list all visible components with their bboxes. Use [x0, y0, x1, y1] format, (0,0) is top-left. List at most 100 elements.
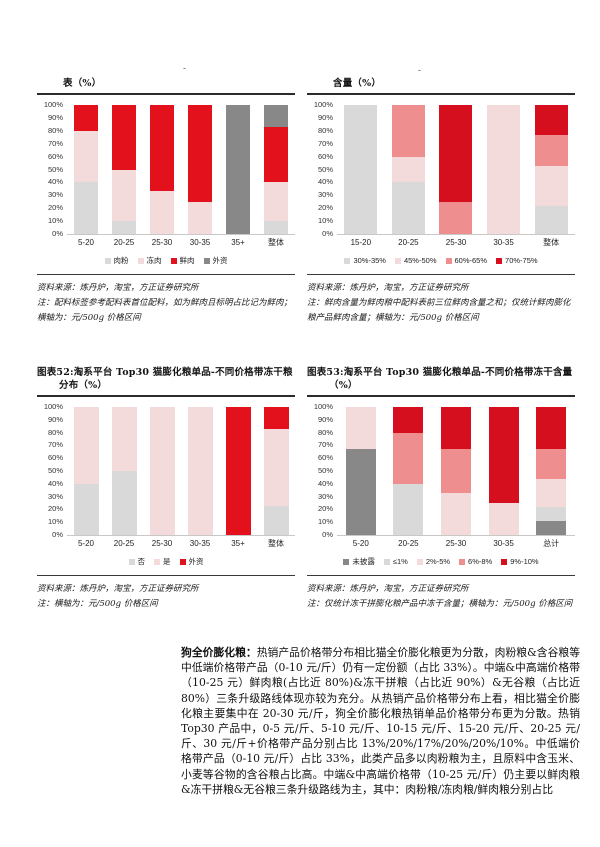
bar-segment [74, 105, 98, 131]
legend-item: 9%-10% [501, 557, 539, 566]
bar-segment [344, 105, 378, 234]
stacked-bar [187, 407, 213, 535]
figure-source: 资料来源：炼丹炉，淘宝，方正证券研究所 [307, 283, 469, 293]
y-tick-label: 10% [317, 517, 333, 527]
bar-segment [111, 471, 137, 535]
bar-segment [439, 201, 473, 234]
y-tick-label: 100% [43, 100, 63, 109]
chart-legend: 未披露 ≤1% 2%-5% 6%-8% 9%-10% [307, 557, 575, 566]
figure-title-rule [37, 93, 295, 95]
y-tick-label: 0% [322, 229, 333, 238]
legend-item: 6%-8% [459, 557, 492, 566]
bar-segment [149, 407, 175, 535]
y-tick-label: 30% [317, 491, 333, 501]
legend-label: 外资 [188, 557, 204, 566]
bar-segment [534, 165, 568, 206]
bar-column [385, 105, 433, 234]
chart-legend: 肉粉 冻肉 鲜肉 外资 [37, 256, 295, 265]
stacked-bar [344, 105, 378, 234]
y-tick-label: 30% [47, 190, 63, 200]
stacked-bar [264, 105, 288, 234]
body-paragraph: 狗全价膨化粮：热销产品价格带分布相比猫全价膨化粮更为分散，肉粉粮&含谷粮等中低端… [181, 645, 580, 797]
y-tick-label: 100% [313, 402, 333, 411]
bar-segment [534, 105, 568, 135]
legend-swatch [459, 558, 466, 565]
y-tick-label: 70% [47, 138, 63, 148]
bar-segment [345, 449, 376, 535]
figure-title: 图表53:淘系平台 Top30 猫膨化粮单品-不同价格带冻干含量（%） [307, 367, 573, 391]
x-category-label: 整体 [268, 539, 284, 548]
legend-item: 70%-75% [496, 256, 538, 265]
y-tick-label: 70% [317, 440, 333, 450]
y-tick-label: 50% [47, 466, 63, 475]
legend-item: 冻肉 [137, 256, 162, 265]
legend-item: 否 [128, 557, 145, 566]
plot-area [337, 407, 575, 536]
bar-column [105, 407, 143, 535]
bar-segment [74, 182, 98, 234]
legend-swatch [104, 257, 111, 264]
figure-note: 注：配料标签参考配料表首位配料，如为鲜肉且标明占比记为鲜肉；横轴为：元/500g… [37, 298, 293, 323]
bar-segment [391, 182, 425, 234]
stacked-bar [73, 407, 99, 535]
bar-segment [112, 105, 136, 170]
legend-item: 鲜肉 [170, 256, 195, 265]
y-tick-label: 60% [317, 453, 333, 463]
bar-column [181, 407, 219, 535]
x-category-label: 15-20 [350, 238, 372, 247]
bar-segment [536, 478, 567, 507]
legend-label: 2%-5% [425, 557, 451, 566]
bar-segment [439, 105, 473, 202]
legend-swatch [445, 257, 452, 264]
x-category-label: 整体 [268, 238, 284, 247]
y-tick-label: 90% [47, 112, 63, 122]
bar-segment [226, 105, 250, 234]
bar-segment [112, 221, 136, 234]
bar-segment [487, 105, 521, 234]
bar-segment [73, 483, 99, 535]
chart-legend: 否 是 外资 [37, 557, 295, 566]
bar-segment [534, 134, 568, 166]
stacked-bar-chart: 0% 10% 20% 30% 40% 50% 60% 70% 80% 90% 100% [37, 101, 295, 238]
legend-item: 45%-50% [394, 256, 437, 265]
legend-swatch [416, 558, 423, 565]
figure-title: 含量（%） [333, 78, 382, 89]
bar-segment [536, 520, 567, 535]
bar-segment [536, 407, 567, 450]
x-category-label: 35+ [231, 539, 245, 548]
bar-column [385, 407, 433, 535]
x-category-label: 30-35 [493, 539, 514, 548]
bar-segment [264, 221, 288, 234]
legend-label: 60%-65% [454, 256, 488, 265]
chart-legend: 30%-35% 45%-50% 60%-65% 70%-75% [307, 256, 575, 265]
legend-label: 肉粉 [113, 256, 129, 265]
stacked-bar [150, 105, 174, 234]
y-tick-label: 40% [47, 478, 63, 488]
x-category-label: 25-30 [445, 539, 467, 548]
figure-title-rule [37, 395, 295, 397]
legend-swatch [170, 257, 177, 264]
figure-note: 注：横轴为：元/500g 价格区间 [37, 599, 158, 609]
stacked-bar [225, 407, 251, 535]
legend-item: 60%-65% [445, 256, 488, 265]
y-tick-label: 90% [317, 414, 333, 424]
bar-column [67, 105, 105, 234]
y-tick-label: 60% [47, 453, 63, 463]
x-category-label: 35+ [231, 238, 245, 247]
x-category-label: 5-20 [77, 539, 94, 548]
bar-column [257, 105, 295, 234]
bar-segment [488, 503, 519, 535]
stacked-bar-chart: 0% 10% 20% 30% 40% 50% 60% 70% 80% 90% 100% [307, 403, 575, 539]
stacked-bar-chart: 0% 10% 20% 30% 40% 50% 60% 70% 80% 90% 100% [307, 101, 575, 238]
plot-area [67, 105, 295, 235]
bar-column [219, 105, 257, 234]
bar-segment [150, 105, 174, 192]
legend-label: 未披露 [352, 557, 375, 566]
y-tick-label: 10% [317, 216, 333, 226]
y-tick-label: 0% [52, 229, 63, 238]
x-category-label: 5-20 [352, 539, 369, 548]
legend-swatch [203, 257, 210, 264]
stacked-bar [263, 407, 289, 535]
figure-bottom-rule [37, 274, 295, 275]
x-category-label: 总计 [543, 539, 560, 548]
